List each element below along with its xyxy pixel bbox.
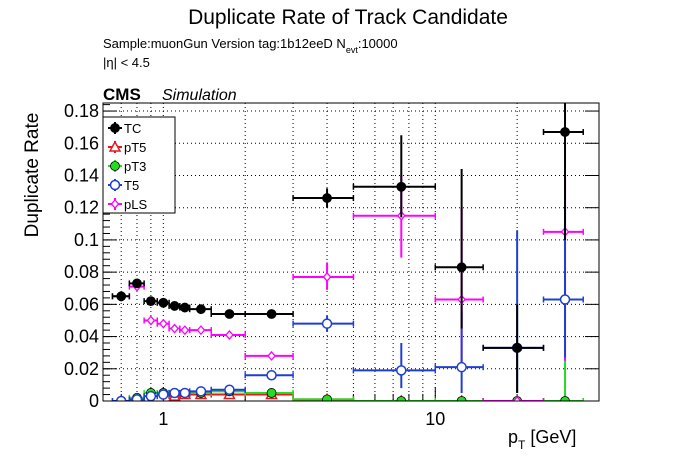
data-point: [196, 304, 206, 315]
legend-label: pT3: [124, 159, 146, 174]
legend-marker: [110, 161, 120, 171]
plot-border: [102, 102, 600, 402]
data-point: [146, 315, 156, 326]
data-point: [196, 325, 206, 336]
legend: TC pT5 pT3 T5 pLS: [102, 116, 176, 214]
x-axis-label-sub: T: [518, 438, 526, 452]
data-point: [266, 369, 277, 381]
legend-marker: [110, 199, 120, 209]
data-point: [179, 387, 191, 399]
data-point: [559, 294, 571, 305]
data-point: [560, 127, 570, 137]
plot-frame: [103, 103, 599, 401]
data-point: [145, 390, 157, 401]
data-point: [396, 181, 407, 192]
y-tick-label: 0.16: [64, 133, 99, 153]
data-point: [170, 323, 179, 334]
data-point: [145, 296, 156, 307]
y-tick-label: 0.04: [64, 327, 99, 347]
data-point: [195, 386, 207, 397]
data-point: [158, 297, 169, 308]
eta-cut-label: |η| < 4.5: [103, 55, 150, 70]
legend-label: pLS: [124, 197, 147, 212]
y-tick-label: 0.18: [64, 101, 99, 121]
x-tick-label: 10: [425, 409, 445, 429]
y-tick-label: 0.1: [74, 230, 99, 250]
y-tick-label: 0.08: [64, 262, 99, 282]
y-tick-label: 0: [89, 391, 99, 411]
sample-info-suffix: :10000: [358, 36, 398, 51]
data-point: [322, 193, 332, 203]
data-point: [132, 278, 142, 289]
data-point: [158, 318, 168, 329]
data-point: [512, 396, 522, 401]
data-point: [396, 396, 407, 401]
data-point: [179, 302, 190, 313]
data-point: [456, 396, 467, 401]
legend-item-pt5: pT5: [108, 140, 146, 155]
data-point: [456, 262, 467, 273]
legend-entries: TC pT5 pT3 T5 pLS: [108, 121, 147, 212]
simulation-label: Simulation: [162, 87, 237, 104]
data-point: [225, 329, 234, 340]
cms-label: CMS: [103, 85, 141, 104]
legend-label: T5: [124, 178, 139, 193]
data-point: [266, 309, 277, 319]
y-axis-label: Duplicate Rate: [22, 113, 43, 238]
data-point: [116, 291, 127, 302]
legend-marker: [108, 140, 122, 152]
data-point: [180, 325, 190, 336]
y-tick-label: 0.14: [64, 165, 99, 185]
y-tick-label: 0.02: [64, 359, 99, 379]
y-tick-label: 0.12: [64, 198, 99, 218]
data-point: [512, 342, 523, 353]
legend-item-t5: T5: [108, 178, 139, 193]
data-point: [267, 350, 276, 361]
x-axis-label-main: p: [508, 427, 518, 447]
legend-item-pls: pLS: [108, 197, 147, 212]
x-tick-label: 1: [158, 409, 168, 429]
data-point: [322, 271, 332, 282]
legend-label: pT5: [124, 140, 146, 155]
data-point: [115, 395, 127, 401]
sample-info-subscript: evt: [346, 45, 359, 55]
data-point: [224, 309, 235, 319]
legend-marker: [110, 123, 120, 133]
data-point: [169, 301, 180, 311]
chart-title: Duplicate Rate of Track Candidate: [188, 6, 508, 29]
data-point: [266, 388, 277, 398]
legend-item-tc: TC: [108, 121, 141, 136]
sample-info: Sample:muonGun Version tag:1b12eeD Nevt:…: [103, 36, 398, 55]
data-point: [158, 389, 169, 400]
legend-marker: [109, 179, 121, 191]
data-point: [322, 394, 332, 401]
legend-label: TC: [124, 121, 141, 136]
x-axis-label-unit: [GeV]: [525, 427, 576, 447]
data-point: [456, 361, 467, 373]
data-point: [169, 387, 180, 399]
sample-info-prefix: Sample:muonGun Version tag:1b12eeD N: [103, 36, 346, 51]
legend-item-pt3: pT3: [108, 159, 146, 174]
x-axis-label: pT [GeV]: [508, 427, 576, 452]
tick-labels: 0 0.02 0.04 0.06 0.08 0.1 0.12 0.14 0.16 0.18 1 10: [64, 101, 445, 429]
y-tick-label: 0.06: [64, 294, 99, 314]
data-point: [396, 365, 407, 376]
series-tc: [111, 103, 584, 393]
data-point: [560, 396, 570, 401]
data-point: [131, 394, 143, 401]
data-point: [224, 384, 235, 395]
data-point: [321, 318, 333, 329]
